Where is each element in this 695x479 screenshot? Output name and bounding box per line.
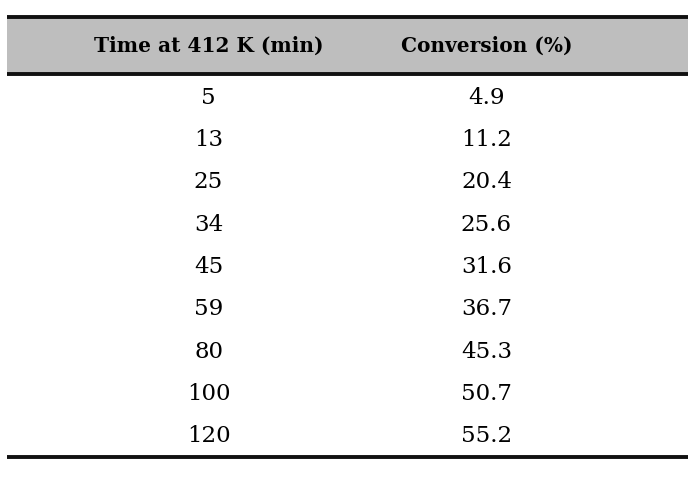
Text: 4.9: 4.9 [468,87,505,109]
Text: 31.6: 31.6 [461,256,512,278]
Text: 100: 100 [187,383,230,405]
Text: 13: 13 [194,129,223,151]
FancyBboxPatch shape [7,17,688,74]
Text: 34: 34 [194,214,223,236]
Text: 5: 5 [201,87,216,109]
Text: 55.2: 55.2 [461,425,512,447]
Text: 120: 120 [187,425,230,447]
Text: 50.7: 50.7 [461,383,512,405]
Text: 25: 25 [194,171,223,194]
Text: 11.2: 11.2 [461,129,512,151]
Text: 20.4: 20.4 [461,171,512,194]
Text: Conversion (%): Conversion (%) [401,35,572,56]
Text: 45.3: 45.3 [461,341,512,363]
Text: 36.7: 36.7 [461,298,512,320]
Text: 80: 80 [194,341,223,363]
Text: 25.6: 25.6 [461,214,512,236]
Text: 59: 59 [194,298,223,320]
Text: Time at 412 K (min): Time at 412 K (min) [94,35,323,56]
Text: 45: 45 [194,256,223,278]
